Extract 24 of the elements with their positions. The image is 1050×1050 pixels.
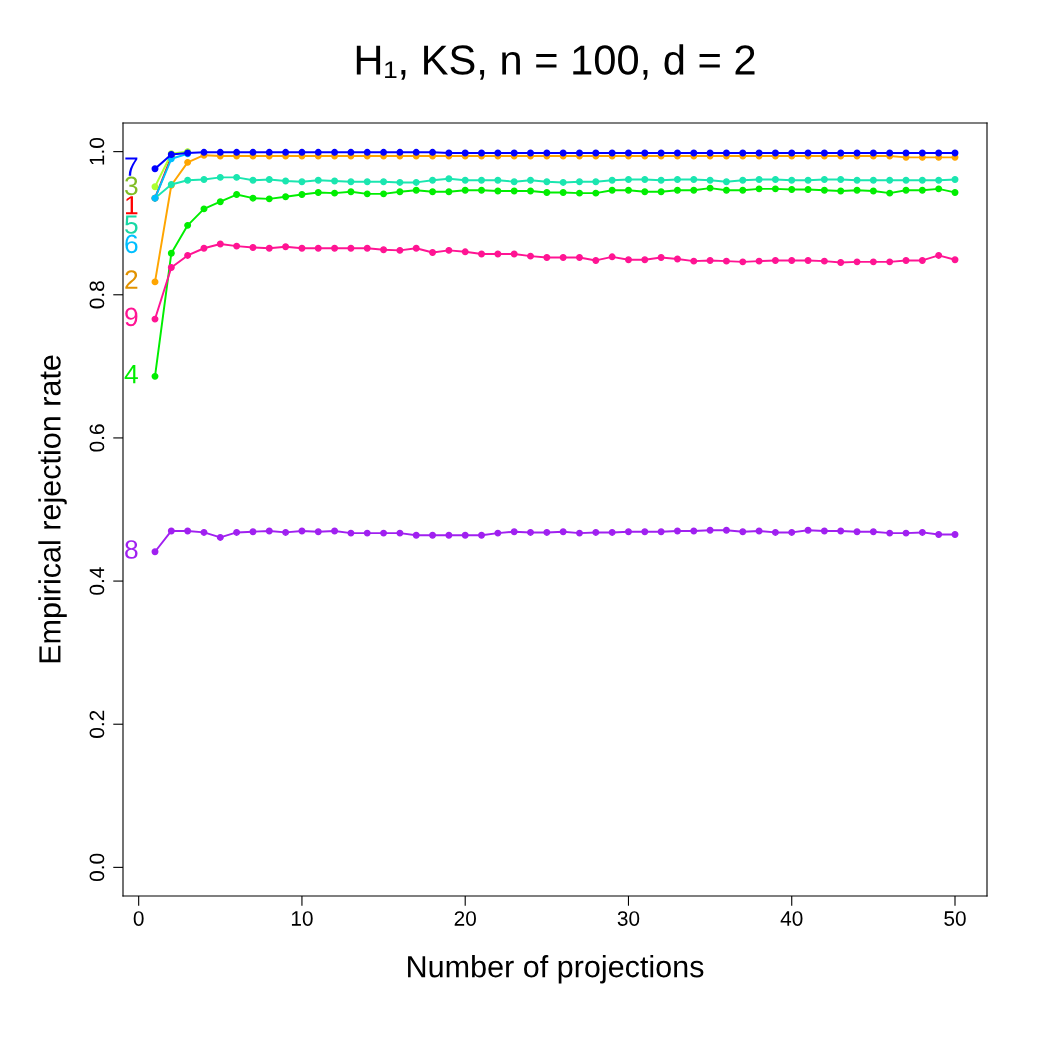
series-label: 3 bbox=[125, 176, 138, 196]
series-label: 6 bbox=[125, 234, 138, 254]
x-axis-title: Number of projections bbox=[408, 955, 704, 984]
series-label: 1 bbox=[126, 196, 138, 215]
series-label: 9 bbox=[125, 307, 138, 327]
y-tick-label: 0.4 bbox=[89, 567, 105, 595]
series-label: 4 bbox=[124, 365, 138, 384]
chart-title: H₁, KS, n = 100, d = 2 bbox=[356, 44, 755, 80]
y-tick-label: 0.0 bbox=[89, 853, 105, 882]
x-tick-label: 50 bbox=[944, 911, 966, 926]
series-label: 7 bbox=[125, 157, 138, 176]
y-tick-label: 0.8 bbox=[89, 281, 105, 309]
series-label: 5 bbox=[125, 215, 138, 234]
series-label: 2 bbox=[125, 270, 138, 289]
x-tick-label: 10 bbox=[291, 911, 313, 926]
y-tick-label: 0.6 bbox=[89, 424, 105, 452]
x-tick-label: 0 bbox=[133, 911, 144, 926]
y-axis-title: Empirical rejection rate bbox=[38, 355, 67, 663]
y-tick-label: 1.0 bbox=[89, 137, 105, 165]
x-tick-label: 20 bbox=[454, 911, 476, 926]
y-tick-label: 0.2 bbox=[89, 710, 105, 738]
x-tick-label: 30 bbox=[617, 911, 640, 926]
series-label: 8 bbox=[125, 540, 138, 559]
x-tick-label: 40 bbox=[780, 911, 803, 926]
